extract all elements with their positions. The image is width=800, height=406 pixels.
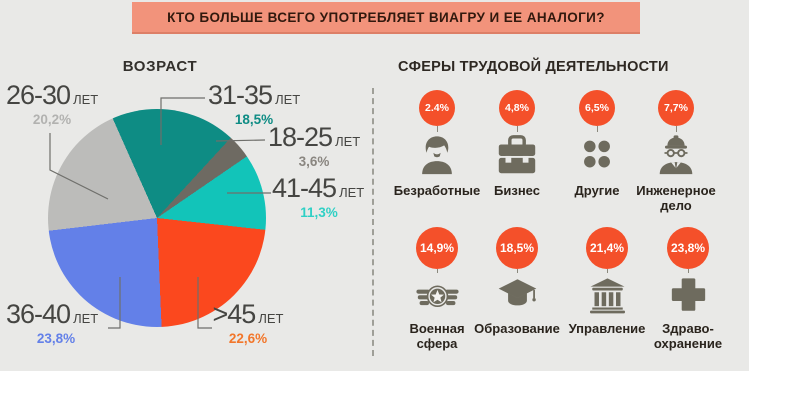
badge-stem xyxy=(596,126,598,132)
sphere-label: Управление xyxy=(568,321,646,336)
pct-badge: 7,7% xyxy=(658,90,694,126)
header-bar: КТО БОЛЬШЕ ВСЕГО УПОТРЕБЛЯЕТ ВИАГРУ И ЕЕ… xyxy=(132,2,640,34)
age-pct: 22,6% xyxy=(228,331,268,346)
pct-value: 6,5% xyxy=(585,102,609,114)
age-pct: 23,8% xyxy=(36,331,76,346)
sphere-item-military: 14,9% Военная сфера xyxy=(389,227,485,352)
age-range-text: 41-45 xyxy=(272,173,337,203)
badge-stem xyxy=(516,126,518,132)
education-icon xyxy=(498,279,536,306)
section-divider xyxy=(372,88,374,356)
badge-stem xyxy=(436,269,438,273)
unemployed-icon xyxy=(422,136,452,175)
pct-badge: 6,5% xyxy=(579,90,615,126)
pie-label-31-35: 31-35 ЛЕТ 18,5% xyxy=(208,82,300,127)
age-pct: 11,3% xyxy=(300,205,338,220)
pct-badge: 2.4% xyxy=(419,90,455,126)
age-pie-chart xyxy=(48,109,266,327)
age-range-text: 18-25 xyxy=(268,122,333,152)
pie-label-41-45: 41-45 ЛЕТ 11,3% xyxy=(272,175,366,220)
age-range-text: 26-30 xyxy=(6,80,71,110)
age-range-text: >45 xyxy=(212,299,257,329)
pct-badge: 4,8% xyxy=(499,90,535,126)
health-icon xyxy=(671,278,705,311)
pct-value: 18,5% xyxy=(499,241,535,255)
pct-value: 14,9% xyxy=(419,241,455,255)
pct-badge: 18,5% xyxy=(496,227,538,269)
badge-stem xyxy=(606,269,608,273)
badge-stem xyxy=(675,126,677,132)
pct-badge: 21,4% xyxy=(586,227,628,269)
spheres-title: СФЕРЫ ТРУДОВОЙ ДЕЯТЕЛЬНОСТИ xyxy=(398,59,669,75)
page-title: КТО БОЛЬШЕ ВСЕГО УПОТРЕБЛЯЕТ ВИАГРУ И ЕЕ… xyxy=(167,9,605,25)
briefcase-icon xyxy=(498,135,536,174)
pct-badge: 14,9% xyxy=(416,227,458,269)
age-unit: ЛЕТ xyxy=(339,185,365,200)
badge-stem xyxy=(516,269,518,273)
sphere-item-business: 4,8% Бизнес xyxy=(469,90,565,199)
age-unit: ЛЕТ xyxy=(73,92,99,107)
sphere-label: Образование xyxy=(474,321,560,336)
pct-badge: 23,8% xyxy=(667,227,709,269)
sphere-label: Безработные xyxy=(393,183,481,198)
military-icon xyxy=(415,285,459,308)
sphere-item-education: 18,5% Образование xyxy=(469,227,565,337)
age-unit: ЛЕТ xyxy=(258,311,284,326)
content-panel: КТО БОЛЬШЕ ВСЕГО УПОТРЕБЛЯЕТ ВИАГРУ И ЕЕ… xyxy=(0,0,749,371)
age-chart-title: ВОЗРАСТ xyxy=(122,58,198,75)
badge-stem xyxy=(436,126,438,132)
sphere-label: Здраво- охранение xyxy=(653,321,723,351)
dots-icon xyxy=(584,140,610,168)
sphere-item-engineering: 7,7% Инженерное дело xyxy=(628,90,724,214)
age-unit: ЛЕТ xyxy=(275,92,301,107)
engineer-icon xyxy=(659,135,693,175)
sphere-item-others: 6,5% Другие xyxy=(549,90,645,199)
badge-stem xyxy=(687,269,689,273)
sphere-item-management: 21,4% Управление xyxy=(559,227,655,337)
age-pct: 20,2% xyxy=(32,112,72,127)
government-icon xyxy=(589,278,625,314)
age-unit: ЛЕТ xyxy=(335,134,361,149)
age-range-text: 31-35 xyxy=(208,80,273,110)
sphere-label: Военная сфера xyxy=(409,321,465,351)
pie-label-gt45: >45 ЛЕТ 22,6% xyxy=(196,301,300,346)
pie-label-18-25: 18-25 ЛЕТ 3,6% xyxy=(268,124,360,169)
pct-value: 2.4% xyxy=(425,102,449,114)
age-unit: ЛЕТ xyxy=(73,311,99,326)
pct-value: 4,8% xyxy=(505,102,529,114)
sphere-item-healthcare: 23,8% Здраво- охранение xyxy=(640,227,736,352)
age-range-text: 36-40 xyxy=(6,299,71,329)
pct-value: 7,7% xyxy=(664,102,688,114)
sphere-label: Инженерное дело xyxy=(636,183,716,213)
sphere-item-unemployed: 2.4% Безработные xyxy=(389,90,485,199)
age-pct: 18,5% xyxy=(234,112,274,127)
pct-value: 23,8% xyxy=(670,241,706,255)
pie-label-26-30: 26-30 ЛЕТ 20,2% xyxy=(6,82,98,127)
pct-value: 21,4% xyxy=(589,241,625,255)
age-pct: 3,6% xyxy=(298,154,330,169)
pie-label-36-40: 36-40 ЛЕТ 23,8% xyxy=(6,301,106,346)
sphere-label: Другие xyxy=(574,183,620,198)
sphere-label: Бизнес xyxy=(494,183,540,198)
